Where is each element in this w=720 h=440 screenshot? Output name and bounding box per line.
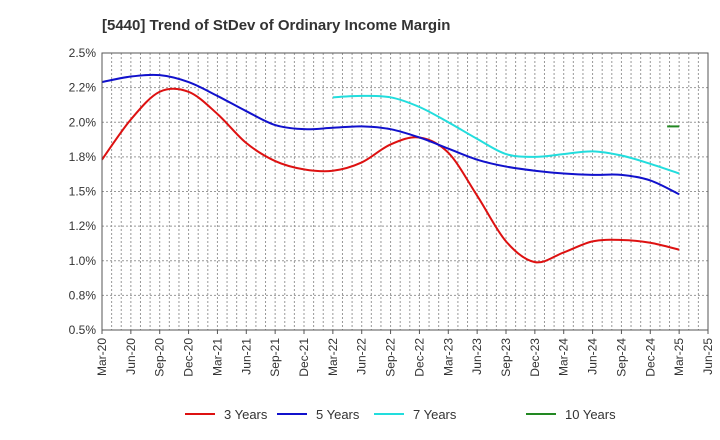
- y-tick-label: 1.8%: [69, 150, 97, 164]
- series-line-7-years: [332, 94, 680, 175]
- x-tick-label: Dec-21: [297, 338, 311, 377]
- x-tick-label: Sep-22: [384, 338, 398, 377]
- y-tick-label: 1.5%: [69, 185, 97, 199]
- x-tick-label: Mar-20: [95, 338, 109, 376]
- x-tick-label: Mar-24: [557, 338, 571, 376]
- x-tick-label: Dec-22: [412, 338, 426, 377]
- legend-label-3-years: 3 Years: [224, 407, 268, 422]
- legend-label-7-years: 7 Years: [413, 407, 457, 422]
- legend-label-10-years: 10 Years: [565, 407, 616, 422]
- x-tick-label: Jun-23: [470, 338, 484, 375]
- x-tick-label: Dec-23: [528, 338, 542, 377]
- x-tick-label: Dec-24: [643, 338, 657, 377]
- series-group: [101, 73, 680, 264]
- legend-label-5-years: 5 Years: [316, 407, 360, 422]
- y-tick-label: 1.0%: [69, 254, 97, 268]
- y-tick-label: 2.5%: [69, 46, 97, 60]
- x-tick-label: Mar-23: [441, 338, 455, 376]
- y-tick-label: 0.5%: [69, 323, 97, 337]
- x-tick-label: Sep-23: [499, 338, 513, 377]
- y-tick-label: 0.8%: [69, 288, 97, 302]
- plot-frame: [101, 52, 709, 331]
- y-tick-label: 1.2%: [69, 219, 97, 233]
- x-tick-label: Jun-20: [124, 338, 138, 375]
- x-tick-label: Sep-20: [153, 338, 167, 377]
- x-tick-label: Sep-24: [614, 338, 628, 377]
- x-axis: Mar-20 Jun-20 Sep-20 Dec-20 Mar-21 Jun-21 Sep-…: [95, 330, 715, 377]
- x-tick-label: Dec-20: [182, 338, 196, 377]
- x-tick-label: Jun-21: [239, 338, 253, 375]
- y-axis: 0.5% 0.8% 1.0% 1.2% 1.5% 1.8% 2.0% 2.2% 2.5%: [69, 46, 97, 337]
- x-tick-label: Jun-25: [701, 338, 715, 375]
- x-tick-label: Mar-25: [672, 338, 686, 376]
- y-tick-label: 2.0%: [69, 115, 97, 129]
- chart-title: [5440] Trend of StDev of Ordinary Income…: [102, 17, 450, 34]
- series-line-5-years: [101, 73, 680, 196]
- x-tick-label: Jun-22: [355, 338, 369, 375]
- x-tick-label: Mar-22: [326, 338, 340, 376]
- x-tick-label: Mar-21: [210, 338, 224, 376]
- y-tick-label: 2.2%: [69, 81, 97, 95]
- series-line-3-years: [101, 87, 680, 264]
- x-tick-label: Jun-24: [586, 338, 600, 375]
- legend: 3 Years 5 Years 7 Years 10 Years: [185, 407, 616, 422]
- x-tick-label: Sep-21: [268, 338, 282, 377]
